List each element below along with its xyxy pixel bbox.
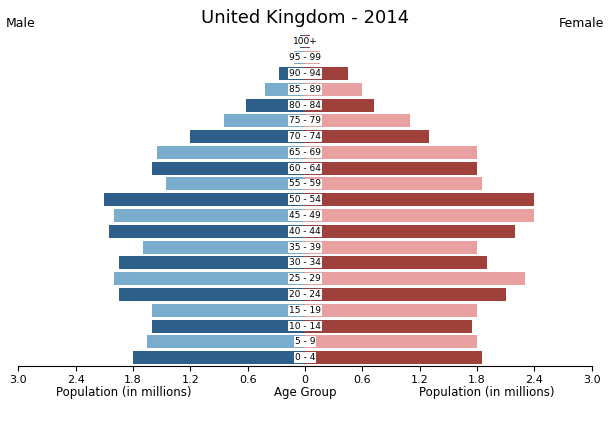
Bar [305, 99, 374, 111]
Text: 45 - 49: 45 - 49 [289, 211, 321, 220]
Text: 15 - 19: 15 - 19 [289, 306, 321, 315]
Bar [109, 225, 305, 238]
Bar [305, 130, 429, 143]
Bar [305, 256, 487, 269]
Text: 25 - 29: 25 - 29 [289, 274, 321, 283]
Text: 5 - 9: 5 - 9 [295, 337, 315, 346]
Text: 100+: 100+ [293, 37, 317, 46]
Bar [157, 146, 305, 159]
Bar [293, 51, 305, 64]
Bar [305, 335, 477, 348]
Bar [305, 51, 320, 64]
Text: 35 - 39: 35 - 39 [289, 243, 321, 252]
Bar [104, 193, 305, 206]
Bar [114, 209, 305, 222]
Text: 30 - 34: 30 - 34 [289, 258, 321, 267]
Text: 85 - 89: 85 - 89 [289, 85, 321, 94]
Bar [305, 83, 362, 96]
Bar [152, 320, 305, 332]
Text: 0 - 4: 0 - 4 [295, 353, 315, 362]
Bar [265, 83, 305, 96]
Bar [246, 99, 305, 111]
Bar [305, 272, 525, 285]
Bar [167, 178, 305, 190]
Text: 55 - 59: 55 - 59 [289, 179, 321, 188]
Bar [305, 146, 477, 159]
Text: Population (in millions): Population (in millions) [419, 386, 554, 399]
Bar [305, 209, 534, 222]
Bar [279, 67, 305, 80]
Text: Population (in millions): Population (in millions) [56, 386, 191, 399]
Bar [152, 304, 305, 317]
Bar [152, 162, 305, 175]
Bar [300, 35, 305, 48]
Bar [114, 272, 305, 285]
Bar [118, 256, 305, 269]
Bar [305, 351, 482, 364]
Text: Female: Female [559, 17, 604, 30]
Text: 65 - 69: 65 - 69 [289, 148, 321, 157]
Bar [305, 304, 477, 317]
Text: Age Group: Age Group [274, 386, 336, 399]
Bar [305, 162, 477, 175]
Bar [305, 67, 348, 80]
Bar [305, 288, 506, 301]
Text: 75 - 79: 75 - 79 [289, 116, 321, 125]
Text: 40 - 44: 40 - 44 [289, 227, 321, 236]
Text: 90 - 94: 90 - 94 [289, 69, 321, 78]
Text: 60 - 64: 60 - 64 [289, 164, 321, 173]
Bar [305, 225, 515, 238]
Bar [143, 241, 305, 254]
Bar [305, 193, 534, 206]
Bar [133, 351, 305, 364]
Title: United Kingdom - 2014: United Kingdom - 2014 [201, 9, 409, 27]
Bar [190, 130, 305, 143]
Bar [118, 288, 305, 301]
Bar [148, 335, 305, 348]
Bar [305, 178, 482, 190]
Bar [305, 114, 410, 127]
Bar [224, 114, 305, 127]
Text: Male: Male [6, 17, 36, 30]
Text: 70 - 74: 70 - 74 [289, 132, 321, 141]
Bar [305, 241, 477, 254]
Bar [305, 35, 310, 48]
Bar [305, 320, 472, 332]
Text: 20 - 24: 20 - 24 [289, 290, 321, 299]
Text: 80 - 84: 80 - 84 [289, 101, 321, 110]
Text: 10 - 14: 10 - 14 [289, 322, 321, 331]
Text: 95 - 99: 95 - 99 [289, 53, 321, 62]
Text: 50 - 54: 50 - 54 [289, 195, 321, 204]
